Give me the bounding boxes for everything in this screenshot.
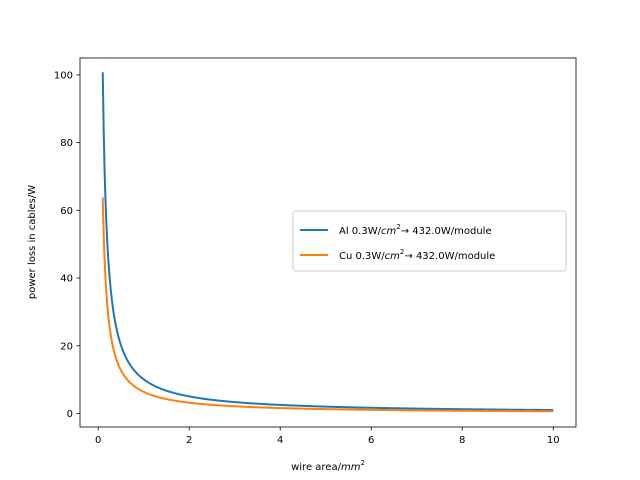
legend: Al 0.3W/cm2→ 432.0W/module Cu 0.3W/cm2→ … (292, 210, 567, 272)
legend-label-al: Al 0.3W/cm2→ 432.0W/module (339, 223, 492, 237)
x-tick-label: 0 (95, 435, 101, 446)
plot-lines (101, 72, 554, 413)
x-tick-label: 4 (277, 435, 283, 446)
legend-box (292, 210, 567, 272)
x-tick-label: 10 (547, 435, 560, 446)
x-tick-label: 8 (459, 435, 465, 446)
y-tick-label: 100 (54, 70, 73, 81)
x-axis-ticks: 0 2 4 6 8 10 (95, 427, 560, 446)
x-axis-label: wire area/mm2 (291, 459, 365, 473)
y-tick-label: 20 (60, 341, 73, 352)
y-axis-ticks: 0 20 40 60 80 100 (54, 70, 80, 420)
legend-label-cu: Cu 0.3W/cm2→ 432.0W/module (339, 248, 495, 262)
series-line-1 (101, 197, 554, 413)
x-tick-label: 6 (368, 435, 374, 446)
series-line-0 (101, 72, 554, 412)
plot-frame (79, 57, 577, 428)
x-tick-label: 2 (186, 435, 192, 446)
y-tick-label: 60 (60, 206, 73, 217)
y-tick-label: 0 (67, 409, 73, 420)
y-tick-label: 80 (60, 138, 73, 149)
y-axis-label: power loss in cables/W (27, 185, 38, 299)
y-tick-label: 40 (60, 274, 73, 285)
